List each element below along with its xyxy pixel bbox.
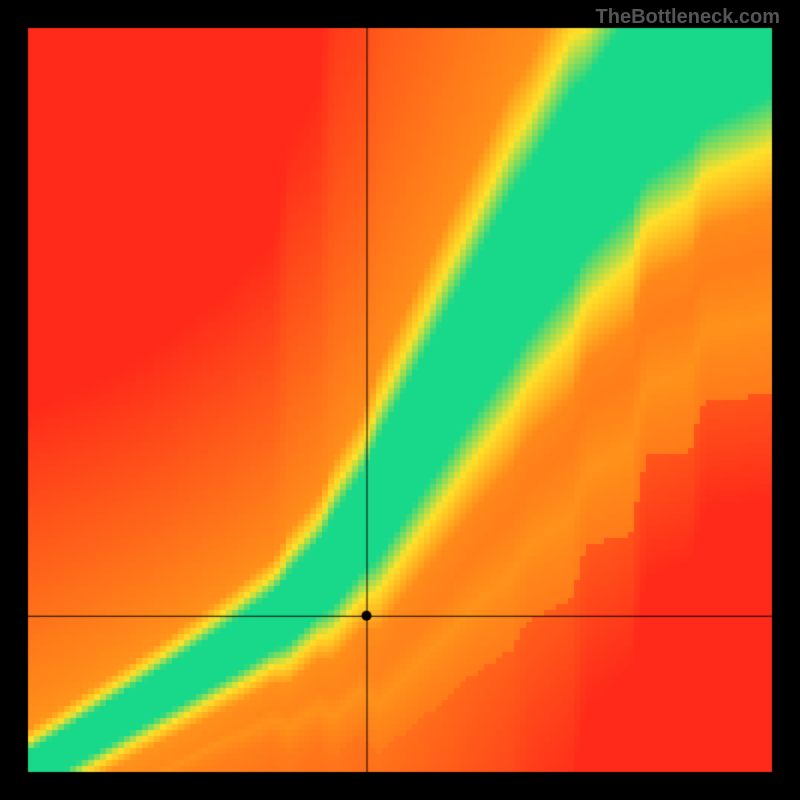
heatmap-canvas bbox=[0, 0, 800, 800]
watermark-text: TheBottleneck.com bbox=[596, 6, 780, 29]
chart-container: TheBottleneck.com bbox=[0, 0, 800, 800]
